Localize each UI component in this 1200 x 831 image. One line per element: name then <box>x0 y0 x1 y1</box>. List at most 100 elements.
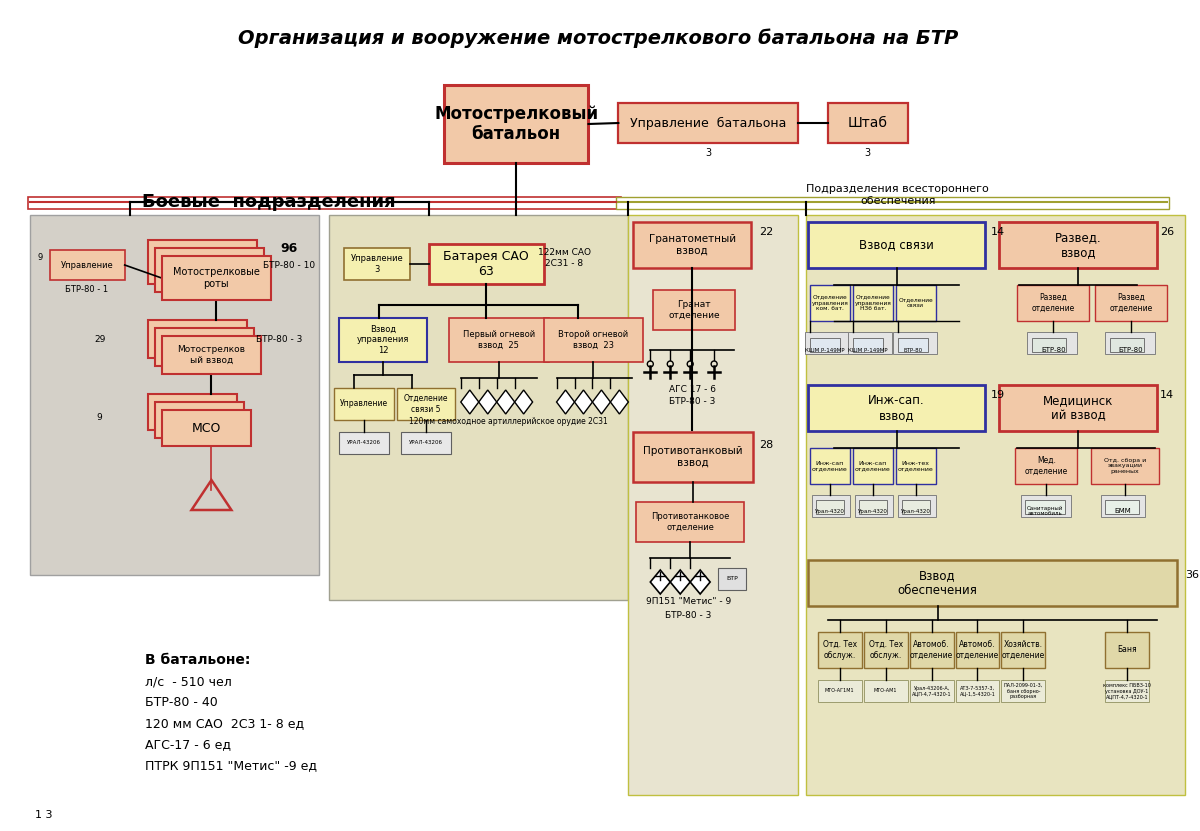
FancyBboxPatch shape <box>1105 500 1139 514</box>
Text: 28: 28 <box>758 440 773 450</box>
FancyBboxPatch shape <box>718 568 746 590</box>
Text: Противотанковое
отделение: Противотанковое отделение <box>652 512 730 532</box>
FancyBboxPatch shape <box>1105 680 1150 702</box>
FancyBboxPatch shape <box>344 248 410 280</box>
Text: Урал-43206-А,
АЦП-4,7-4320-1: Урал-43206-А, АЦП-4,7-4320-1 <box>912 686 952 696</box>
Text: Инж-тех
отделение: Инж-тех отделение <box>898 460 934 471</box>
Text: Санитарный
автомобиль: Санитарный автомобиль <box>1027 505 1063 517</box>
Text: Управление: Управление <box>340 400 388 409</box>
FancyBboxPatch shape <box>808 560 1177 606</box>
Text: 14: 14 <box>990 227 1004 237</box>
Text: Урал-4320: Урал-4320 <box>815 509 845 514</box>
FancyBboxPatch shape <box>955 680 1000 702</box>
Text: Развед
отделение: Развед отделение <box>1032 293 1075 312</box>
Text: МСО: МСО <box>192 421 221 435</box>
FancyBboxPatch shape <box>810 338 840 352</box>
Text: Управление
3: Управление 3 <box>350 254 403 273</box>
FancyBboxPatch shape <box>812 495 850 517</box>
FancyBboxPatch shape <box>340 432 389 454</box>
FancyBboxPatch shape <box>28 197 622 209</box>
Text: Отделение
связи 5: Отделение связи 5 <box>403 394 448 414</box>
FancyBboxPatch shape <box>629 215 798 795</box>
Text: КШМ Р-149МР: КШМ Р-149МР <box>805 347 845 352</box>
Text: Инж-сап
отделение: Инж-сап отделение <box>812 460 847 471</box>
Text: 122мм САО
2С31 - 8: 122мм САО 2С31 - 8 <box>538 248 592 268</box>
FancyBboxPatch shape <box>895 448 936 484</box>
Text: 26: 26 <box>1160 227 1174 237</box>
Polygon shape <box>497 390 515 414</box>
Text: В батальоне:: В батальоне: <box>145 653 250 667</box>
FancyBboxPatch shape <box>864 632 907 668</box>
Text: Взвод связи: Взвод связи <box>859 238 934 252</box>
Text: БТР-80 - 1: БТР-80 - 1 <box>65 286 108 294</box>
Polygon shape <box>611 390 629 414</box>
Text: БММ: БММ <box>1115 508 1132 514</box>
Text: 14: 14 <box>1160 390 1174 400</box>
Text: 1 3: 1 3 <box>35 810 53 820</box>
FancyBboxPatch shape <box>148 240 257 284</box>
FancyBboxPatch shape <box>854 495 893 517</box>
FancyBboxPatch shape <box>1105 332 1154 354</box>
FancyBboxPatch shape <box>618 103 798 143</box>
FancyBboxPatch shape <box>828 103 907 143</box>
FancyBboxPatch shape <box>1105 632 1150 668</box>
Text: Гранат
отделение: Гранат отделение <box>668 300 720 320</box>
FancyBboxPatch shape <box>1000 385 1157 431</box>
FancyBboxPatch shape <box>806 215 1184 795</box>
FancyBboxPatch shape <box>847 332 892 354</box>
Text: Урал-4320: Урал-4320 <box>858 509 888 514</box>
Text: Автомоб.
отделение: Автомоб. отделение <box>910 641 953 660</box>
FancyBboxPatch shape <box>1032 338 1067 352</box>
FancyBboxPatch shape <box>397 388 455 420</box>
Text: Управление: Управление <box>60 260 113 269</box>
FancyBboxPatch shape <box>955 632 1000 668</box>
Text: БТР-80 - 40: БТР-80 - 40 <box>145 696 217 710</box>
Text: МТО-АМ1: МТО-АМ1 <box>874 689 898 694</box>
Text: Инж-сап
отделение: Инж-сап отделение <box>854 460 890 471</box>
FancyBboxPatch shape <box>808 222 985 268</box>
Polygon shape <box>575 390 593 414</box>
Polygon shape <box>461 390 479 414</box>
Polygon shape <box>479 390 497 414</box>
Polygon shape <box>650 570 671 594</box>
Text: Развед
отделение: Развед отделение <box>1110 293 1153 312</box>
Text: Подразделения всестороннего
обеспечения: Подразделения всестороннего обеспечения <box>806 184 989 206</box>
Text: ПТРК 9П151 "Метис" -9 ед: ПТРК 9П151 "Метис" -9 ед <box>145 760 317 773</box>
FancyBboxPatch shape <box>1001 680 1045 702</box>
Text: БТР-80 - 3: БТР-80 - 3 <box>256 336 302 345</box>
FancyBboxPatch shape <box>162 336 262 374</box>
FancyBboxPatch shape <box>853 338 883 352</box>
Text: Управление  батальона: Управление батальона <box>630 116 786 130</box>
FancyBboxPatch shape <box>1000 222 1157 268</box>
FancyBboxPatch shape <box>864 680 907 702</box>
FancyBboxPatch shape <box>1025 500 1066 514</box>
FancyBboxPatch shape <box>162 410 251 446</box>
FancyBboxPatch shape <box>329 215 629 600</box>
FancyBboxPatch shape <box>859 500 887 514</box>
Polygon shape <box>593 390 611 414</box>
Text: 29: 29 <box>94 336 106 345</box>
Text: л/с  - 510 чел: л/с - 510 чел <box>145 676 232 689</box>
FancyBboxPatch shape <box>901 500 930 514</box>
FancyBboxPatch shape <box>898 495 936 517</box>
FancyBboxPatch shape <box>818 680 862 702</box>
FancyBboxPatch shape <box>816 500 844 514</box>
Text: Автомоб.
отделение: Автомоб. отделение <box>956 641 1000 660</box>
Text: Мед.
отделение: Мед. отделение <box>1025 456 1068 475</box>
Text: БТР: БТР <box>726 577 738 582</box>
FancyBboxPatch shape <box>155 248 264 292</box>
Polygon shape <box>690 570 710 594</box>
Text: Отделение
связи: Отделение связи <box>899 297 932 308</box>
Text: 3: 3 <box>865 148 871 158</box>
Text: КШМ Р-149МР: КШМ Р-149МР <box>848 347 888 352</box>
Polygon shape <box>515 390 533 414</box>
Text: Второй огневой
взвод  23: Второй огневой взвод 23 <box>558 330 629 350</box>
Text: Мотострелков
ый взвод: Мотострелков ый взвод <box>178 346 246 365</box>
Text: Противотанковый
взвод: Противотанковый взвод <box>643 446 743 468</box>
Text: МТО-АГ1М1: МТО-АГ1М1 <box>824 689 854 694</box>
Text: Инж-сап.
взвод: Инж-сап. взвод <box>869 394 925 422</box>
Text: ПАЛ-2099-01-3,
баня сборно-
разборная: ПАЛ-2099-01-3, баня сборно- разборная <box>1003 683 1043 700</box>
Text: Гранатометный
взвод: Гранатометный взвод <box>649 234 736 256</box>
Text: Развед.
взвод: Развед. взвод <box>1055 231 1102 259</box>
Text: АТЗ-7-5357-3,
АЦ-1,5-4320-1: АТЗ-7-5357-3, АЦ-1,5-4320-1 <box>960 686 995 696</box>
